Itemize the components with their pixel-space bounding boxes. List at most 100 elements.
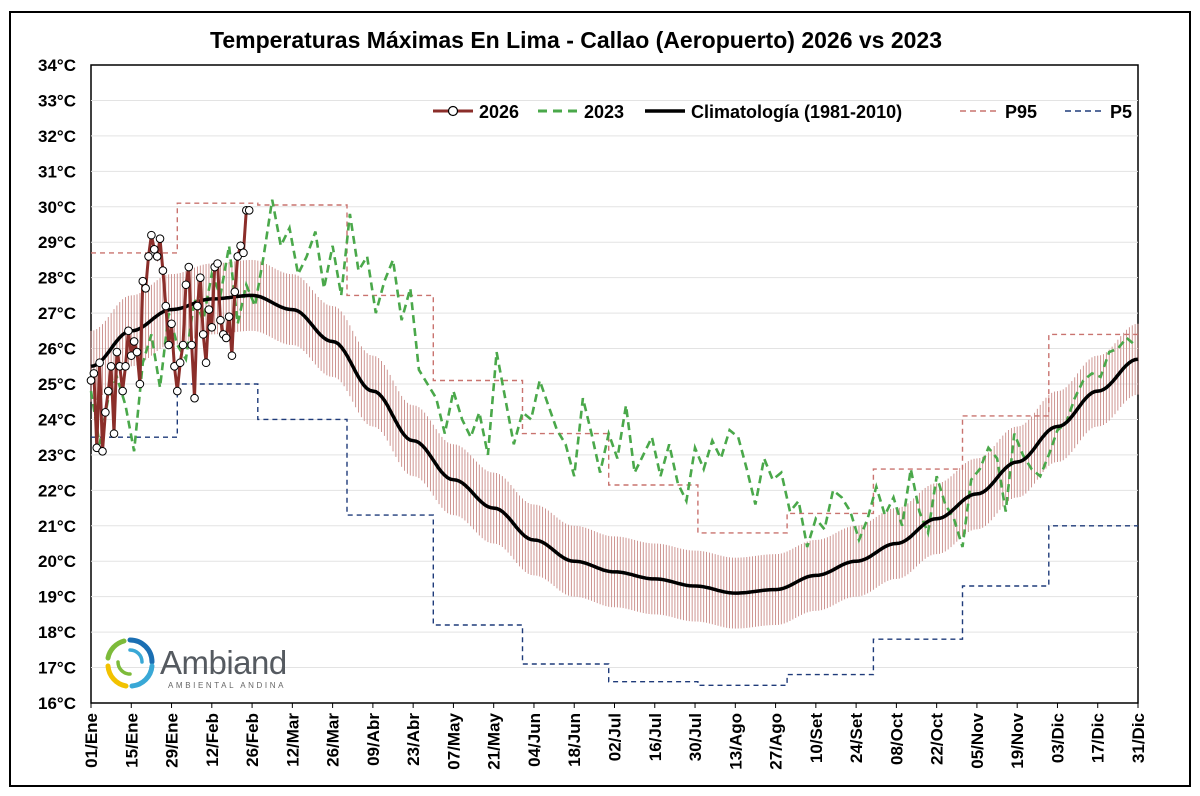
data-point-2026 xyxy=(141,284,150,293)
x-tick-label: 27/Ago xyxy=(767,713,786,770)
data-point-2026 xyxy=(155,234,165,243)
x-tick-label: 31/Dic xyxy=(1129,713,1148,763)
chart-title: Temperaturas Máximas En Lima - Callao (A… xyxy=(210,27,942,53)
y-tick-label: 30°C xyxy=(38,198,76,217)
series-line-2023 xyxy=(89,199,1136,548)
legend-label-2023: 2023 xyxy=(584,102,624,122)
data-point-2026 xyxy=(164,340,173,350)
series-layer xyxy=(86,199,1139,686)
x-tick-label: 30/Jul xyxy=(686,713,705,761)
x-tick-label: 04/Jun xyxy=(525,713,544,767)
data-point-2026 xyxy=(213,259,222,268)
data-point-2026 xyxy=(101,408,110,417)
x-tick-label: 16/Jul xyxy=(646,713,665,761)
x-tick-label: 10/Set xyxy=(807,713,826,763)
data-point-2026 xyxy=(190,393,199,403)
data-point-2026 xyxy=(149,245,159,254)
data-point-2026 xyxy=(244,206,254,215)
y-axis: 16°C 17°C 18°C 19°C 20°C 21°C 22°C 23°C 24°C 25°C… xyxy=(38,56,76,713)
data-point-2026 xyxy=(172,386,182,396)
y-tick-label: 29°C xyxy=(38,233,76,252)
data-point-2026 xyxy=(118,386,127,396)
data-point-2026 xyxy=(98,447,107,456)
data-point-2026 xyxy=(86,376,96,385)
data-point-2026 xyxy=(207,322,217,332)
data-point-2026 xyxy=(224,312,234,321)
ambiand-logo-icon xyxy=(105,637,155,689)
data-point-2026 xyxy=(112,347,122,357)
x-tick-label: 21/May xyxy=(485,712,504,769)
x-tick-label: 15/Ene xyxy=(122,713,141,768)
data-point-2026 xyxy=(187,340,196,350)
y-tick-label: 24°C xyxy=(38,410,76,429)
x-tick-label: 03/Dic xyxy=(1048,713,1067,763)
x-axis: 01/Ene 15/Ene 29/Ene 12/Feb 26/Feb 12/Mar 26/M… xyxy=(82,703,1148,770)
data-point-2026 xyxy=(121,361,130,371)
x-tick-label: 26/Mar xyxy=(324,713,343,767)
legend-label-p95: P95 xyxy=(1005,102,1037,122)
data-point-2026 xyxy=(227,351,237,360)
data-point-2026 xyxy=(201,358,211,368)
data-point-2026 xyxy=(239,248,248,258)
data-point-2026 xyxy=(181,280,191,290)
data-point-2026 xyxy=(147,230,156,240)
x-tick-label: 17/Dic xyxy=(1089,713,1108,763)
data-point-2026 xyxy=(109,429,119,438)
data-point-2026 xyxy=(129,337,139,346)
ambiand-logo: Ambiand AMBIENTAL ANDINA xyxy=(105,637,287,690)
x-tick-label: 24/Set xyxy=(847,713,866,763)
x-tick-label: 07/May xyxy=(444,712,463,769)
data-point-2026 xyxy=(184,262,194,272)
legend-label-climatology: Climatología (1981-2010) xyxy=(691,102,902,122)
data-point-2026 xyxy=(124,326,133,336)
y-tick-label: 16°C xyxy=(38,694,76,713)
x-tick-label: 19/Nov xyxy=(1008,712,1027,768)
logo-name: Ambiand xyxy=(160,644,287,681)
legend: 2026 2023 Climatología (1981-2010) P95 P… xyxy=(433,102,1132,122)
data-point-2026 xyxy=(204,305,214,314)
data-point-2026 xyxy=(230,287,240,297)
y-tick-label: 32°C xyxy=(38,127,76,146)
chart-frame xyxy=(9,11,1191,787)
x-tick-label: 08/Oct xyxy=(887,713,906,765)
data-point-2026 xyxy=(135,379,145,389)
y-tick-label: 22°C xyxy=(38,481,76,500)
legend-item-2023: 2023 xyxy=(538,102,624,122)
legend-label-2026: 2026 xyxy=(479,102,519,122)
data-point-2026 xyxy=(89,369,99,378)
data-point-2026 xyxy=(198,330,208,339)
data-point-2026 xyxy=(138,276,148,286)
y-tick-label: 19°C xyxy=(38,588,76,607)
series-line-climatology xyxy=(90,293,1139,595)
data-point-2026 xyxy=(236,241,245,251)
data-point-2026 xyxy=(106,361,116,371)
y-tick-label: 34°C xyxy=(38,56,76,75)
data-point-2026 xyxy=(167,319,176,329)
x-tick-label: 18/Jun xyxy=(565,713,584,767)
legend-item-2026: 2026 xyxy=(433,102,519,122)
data-point-2026 xyxy=(158,266,168,275)
logo-tagline: AMBIENTAL ANDINA xyxy=(168,681,286,690)
data-point-2026 xyxy=(144,252,153,261)
x-tick-label: 09/Abr xyxy=(364,713,383,766)
x-tick-label: 02/Jul xyxy=(606,713,625,761)
y-tick-label: 18°C xyxy=(38,623,76,642)
y-tick-label: 17°C xyxy=(38,659,76,678)
y-tick-label: 26°C xyxy=(38,340,76,359)
legend-marker-2026 xyxy=(447,105,459,117)
data-point-2026 xyxy=(132,347,142,357)
y-tick-label: 21°C xyxy=(38,517,76,536)
data-point-2026 xyxy=(193,301,202,311)
data-point-2026 xyxy=(103,386,113,396)
legend-item-climatology: Climatología (1981-2010) xyxy=(645,102,902,122)
y-tick-label: 25°C xyxy=(38,375,76,394)
x-tick-label: 12/Mar xyxy=(283,713,302,767)
data-point-2026 xyxy=(196,273,205,282)
y-tick-label: 28°C xyxy=(38,269,76,288)
series-line-p95 xyxy=(91,202,1138,534)
y-tick-label: 33°C xyxy=(38,91,76,110)
data-point-2026 xyxy=(216,315,225,325)
x-tick-label: 22/Oct xyxy=(928,713,947,765)
x-tick-label: 26/Feb xyxy=(243,713,262,767)
